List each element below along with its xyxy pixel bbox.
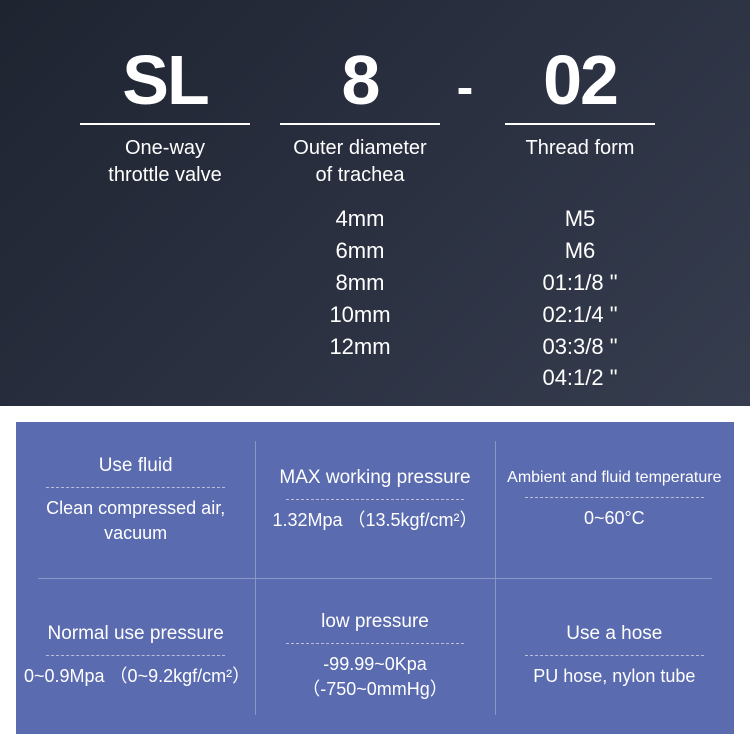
value-item: M5 <box>480 203 680 235</box>
value-item: M6 <box>480 235 680 267</box>
code-text: 8 <box>270 45 450 115</box>
cell-value: Clean compressed air, vacuum <box>24 496 247 545</box>
cell-title: Normal use pressure <box>47 623 223 645</box>
value-item: 04:1/2 " <box>480 362 680 394</box>
dashed-rule <box>525 497 704 498</box>
model-code-panel: SL One-way throttle valve 8 Outer diamet… <box>0 0 750 406</box>
rule <box>280 123 440 125</box>
value-item: 4mm <box>270 203 450 235</box>
spec-panel-frame: Use fluid Clean compressed air, vacuum M… <box>0 406 750 750</box>
spec-grid: Use fluid Clean compressed air, vacuum M… <box>16 422 734 734</box>
values-col-diameter: 4mm 6mm 8mm 10mm 12mm <box>270 203 450 394</box>
rule <box>505 123 655 125</box>
spec-cell-use-fluid: Use fluid Clean compressed air, vacuum <box>16 422 255 578</box>
value-item: 02:1/4 " <box>480 299 680 331</box>
rule <box>80 123 250 125</box>
values-col-thread: M5 M6 01:1/8 " 02:1/4 " 03:3/8 " 04:1/2 … <box>480 203 680 394</box>
code-text: SL <box>60 45 270 115</box>
cell-value: PU hose, nylon tube <box>533 664 695 688</box>
spec-cell-temperature: Ambient and fluid temperature 0~60°C <box>495 422 734 578</box>
value-item: 03:3/8 " <box>480 331 680 363</box>
dashed-rule <box>46 655 225 656</box>
cell-value: 1.32Mpa （13.5kgf/cm²） <box>272 508 477 532</box>
cell-value: 0~60°C <box>584 506 645 530</box>
cell-value: -99.99~0Kpa （-750~0mmHg） <box>263 652 486 701</box>
code-col-thread: 02 Thread form <box>480 45 680 162</box>
dashed-rule <box>525 655 704 656</box>
code-separator: - <box>450 58 480 116</box>
cell-value: 0~0.9Mpa （0~9.2kgf/cm²） <box>24 664 247 688</box>
horizontal-divider <box>38 578 713 579</box>
dashed-rule <box>286 499 465 500</box>
values-col-1 <box>60 203 270 394</box>
sublabel: One-way throttle valve <box>60 135 270 189</box>
spec-cell-max-pressure: MAX working pressure 1.32Mpa （13.5kgf/cm… <box>255 422 494 578</box>
cell-title: MAX working pressure <box>279 467 470 489</box>
code-text: 02 <box>480 45 680 115</box>
cell-title: Ambient and fluid temperature <box>507 469 721 487</box>
cell-title: Use a hose <box>566 623 662 645</box>
spec-cell-low-pressure: low pressure -99.99~0Kpa （-750~0mmHg） <box>255 578 494 734</box>
dashed-rule <box>286 643 465 644</box>
value-item: 12mm <box>270 331 450 363</box>
spec-cell-normal-pressure: Normal use pressure 0~0.9Mpa （0~9.2kgf/c… <box>16 578 255 734</box>
values-row: 4mm 6mm 8mm 10mm 12mm M5 M6 01:1/8 " 02:… <box>60 203 690 394</box>
sublabel: Thread form <box>480 135 680 162</box>
sublabel: Outer diameter of trachea <box>270 135 450 189</box>
value-item: 6mm <box>270 235 450 267</box>
value-item: 10mm <box>270 299 450 331</box>
model-code-row: SL One-way throttle valve 8 Outer diamet… <box>60 45 690 189</box>
dashed-rule <box>46 487 225 488</box>
cell-title: Use fluid <box>99 455 173 477</box>
value-item: 8mm <box>270 267 450 299</box>
spec-cell-hose: Use a hose PU hose, nylon tube <box>495 578 734 734</box>
code-col-sl: SL One-way throttle valve <box>60 45 270 189</box>
code-col-diameter: 8 Outer diameter of trachea <box>270 45 450 189</box>
cell-title: low pressure <box>321 611 429 633</box>
value-item: 01:1/8 " <box>480 267 680 299</box>
